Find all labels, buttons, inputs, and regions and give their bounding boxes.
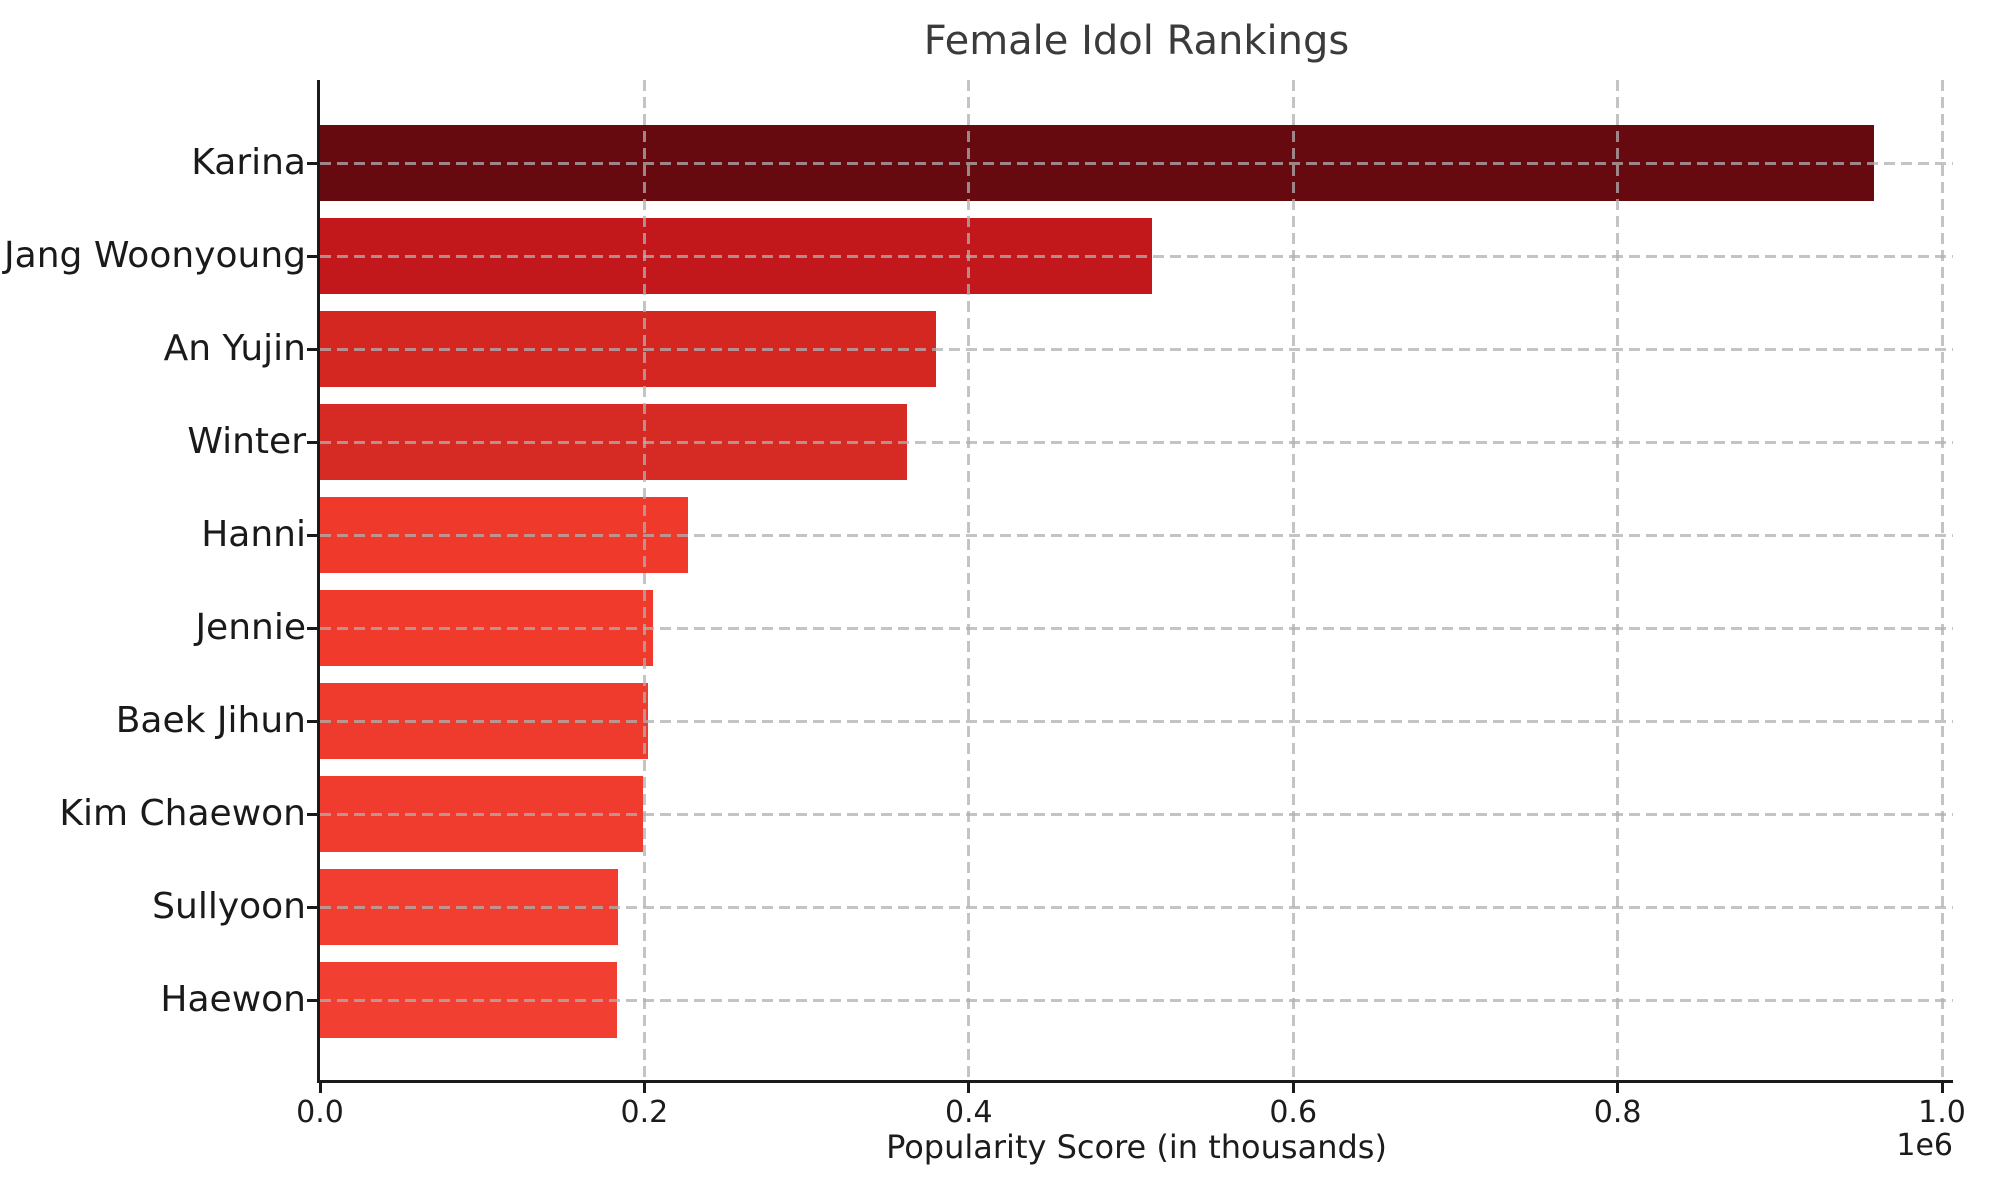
y-tick-label: Sullyoon <box>152 886 306 927</box>
y-tick <box>307 347 317 351</box>
horizontal-gridline <box>320 440 1953 444</box>
horizontal-gridline <box>320 812 1953 816</box>
vertical-gridline <box>967 80 971 1080</box>
horizontal-gridline <box>320 998 1953 1002</box>
y-tick <box>307 161 317 165</box>
horizontal-gridline <box>320 905 1953 909</box>
x-tick-label: 0.2 <box>620 1095 669 1130</box>
y-tick <box>307 533 317 537</box>
x-tick-label: 0.6 <box>1269 1095 1318 1130</box>
y-tick <box>307 998 317 1002</box>
y-tick-label: Karina <box>191 142 306 183</box>
horizontal-gridline <box>320 347 1953 351</box>
plot-area: Karina Jang Woonyoung An Yujin Winter Hanni J… <box>4 80 1966 1130</box>
x-tick <box>1291 1083 1295 1093</box>
y-tick <box>307 812 317 816</box>
y-tick <box>307 440 317 444</box>
vertical-gridline <box>1940 80 1944 1080</box>
y-tick <box>307 905 317 909</box>
x-axis-title: Popularity Score (in thousands) <box>886 1128 1387 1166</box>
x-tick <box>1940 1083 1944 1093</box>
vertical-gridline <box>642 80 646 1080</box>
x-axis-spine <box>317 1080 1953 1083</box>
x-tick <box>642 1083 646 1093</box>
x-axis-offset-label: 1e6 <box>1896 1128 1953 1163</box>
x-tick <box>1616 1083 1620 1093</box>
horizontal-gridline <box>320 719 1953 723</box>
x-tick-label: 1.0 <box>1918 1095 1966 1130</box>
chart-title: Female Idol Rankings <box>923 18 1350 64</box>
horizontal-gridline <box>320 533 1953 537</box>
y-tick-label: Haewon <box>160 979 306 1020</box>
y-tick <box>307 719 317 723</box>
vertical-gridline <box>1291 80 1295 1080</box>
x-tick <box>967 1083 971 1093</box>
y-tick-label: Baek Jihun <box>115 700 306 741</box>
y-tick <box>307 254 317 258</box>
y-axis-spine <box>317 80 320 1083</box>
x-tick-label: 0.0 <box>296 1095 344 1130</box>
y-tick-label: Winter <box>187 421 306 462</box>
x-tick-label: 0.8 <box>1593 1095 1642 1130</box>
y-tick-label: An Yujin <box>163 328 306 369</box>
vertical-gridline <box>1616 80 1620 1080</box>
y-tick-label: Hanni <box>201 514 306 555</box>
x-tick <box>318 1083 322 1093</box>
horizontal-gridline <box>320 254 1953 258</box>
y-tick <box>307 626 317 630</box>
y-tick-label: Jang Woonyoung <box>4 235 306 276</box>
x-tick-label: 0.4 <box>944 1095 993 1130</box>
horizontal-gridline <box>320 626 1953 630</box>
y-tick-label: Kim Chaewon <box>59 793 306 834</box>
horizontal-gridline <box>320 161 1953 165</box>
y-tick-label: Jennie <box>195 607 306 648</box>
